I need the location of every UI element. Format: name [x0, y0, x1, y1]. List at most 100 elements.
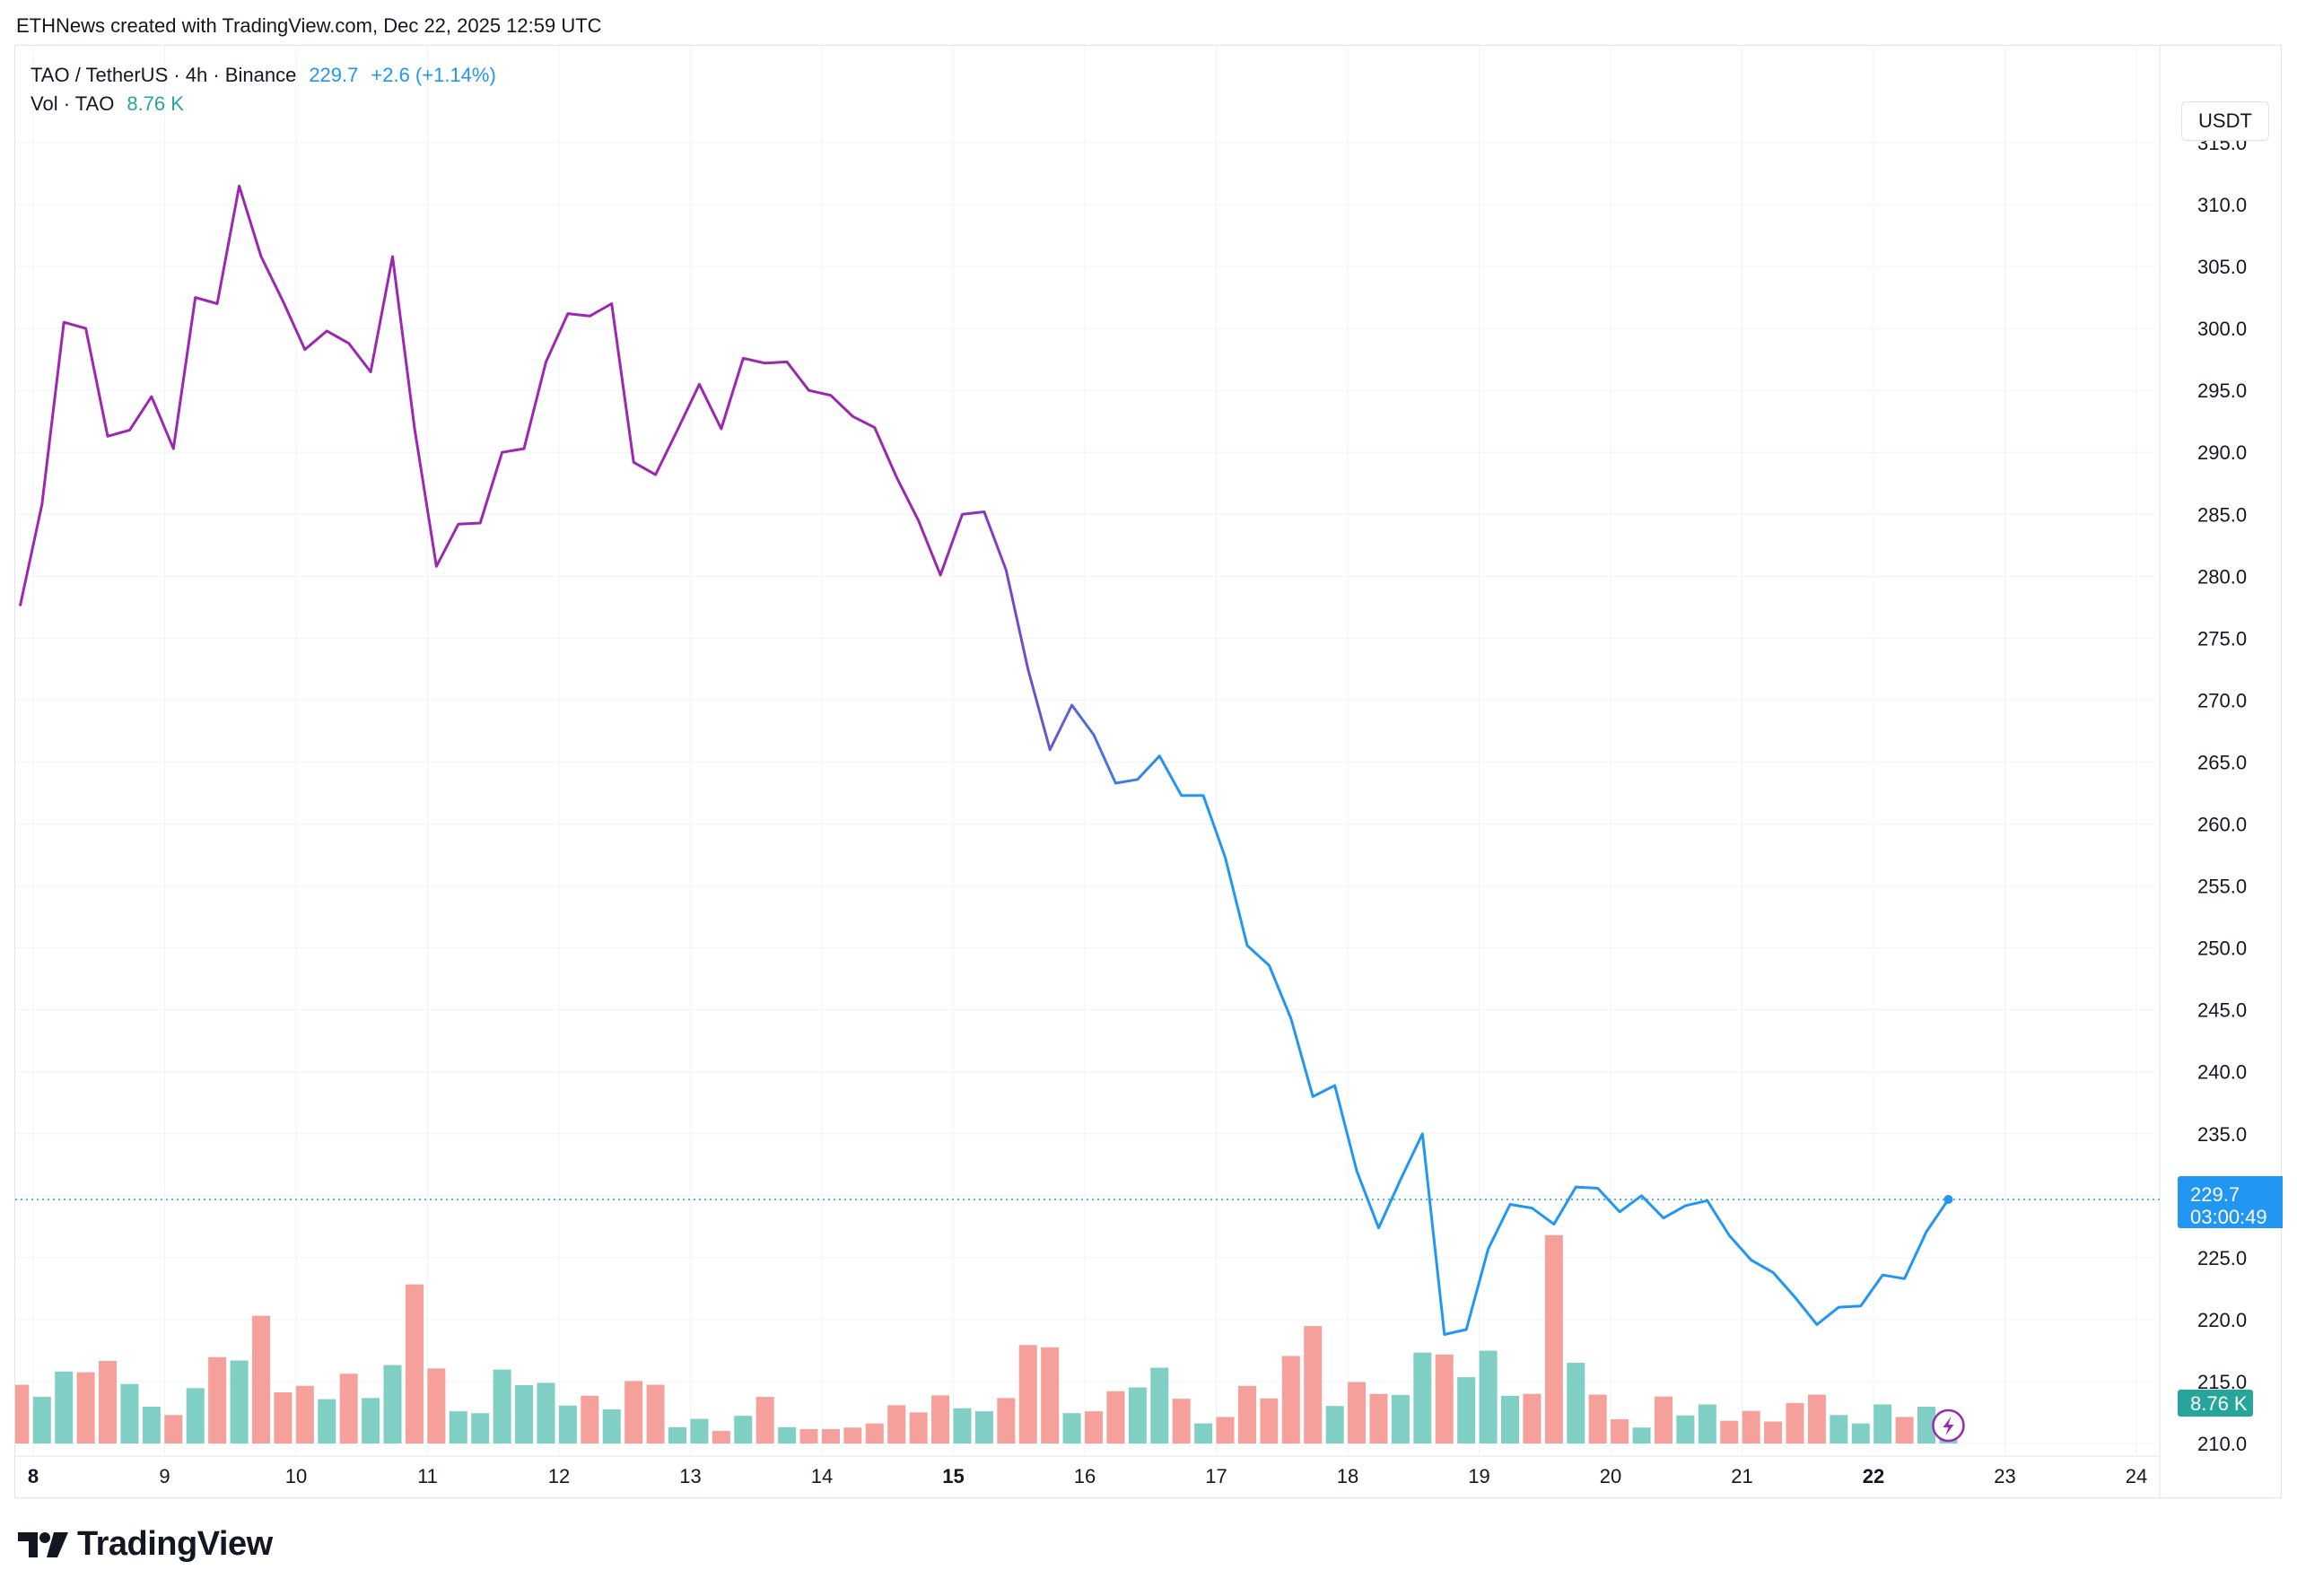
y-tick-label: 225.0 [2197, 1247, 2247, 1269]
volume-bar [295, 1385, 314, 1443]
volume-bar [624, 1381, 643, 1443]
volume-bar [712, 1431, 730, 1443]
volume-bar [339, 1374, 358, 1443]
volume-bar [1435, 1354, 1454, 1443]
volume-bar [164, 1415, 183, 1443]
legend-vol-label[interactable]: Vol · TAO [31, 92, 115, 115]
y-tick-label: 305.0 [2197, 256, 2247, 278]
volume-bar [778, 1426, 797, 1443]
volume-bar [55, 1371, 74, 1443]
y-tick-label: 255.0 [2197, 876, 2247, 898]
x-tick-label: 9 [159, 1465, 170, 1487]
volume-bar [1501, 1395, 1520, 1443]
volume-bar [1544, 1234, 1563, 1443]
x-tick-label: 11 [417, 1465, 438, 1487]
volume-bar [120, 1383, 139, 1443]
x-tick-label: 20 [1600, 1465, 1621, 1487]
volume-bar [1654, 1396, 1673, 1443]
currency-selector-button[interactable]: USDT [2181, 101, 2269, 141]
volume-bar [537, 1382, 555, 1443]
y-tick-label: 250.0 [2197, 938, 2247, 960]
volume-tag-value: 8.76 K [2190, 1392, 2248, 1415]
chart-panel[interactable]: 315.0 310.0 305.0 300.0 295.0 290.0 285.0 280.0… [14, 45, 2283, 1499]
volume-bar [1304, 1326, 1323, 1443]
volume-bar [471, 1413, 490, 1443]
lightning-icon-glyph [1943, 1417, 1954, 1435]
y-axis: 315.0310.0305.0300.0295.0290.0285.0280.0… [2197, 132, 2247, 1455]
y-tick-label: 235.0 [2197, 1123, 2247, 1146]
price-line [18, 184, 1950, 1336]
y-tick-label: 260.0 [2197, 814, 2247, 836]
x-tick-label: 15 [942, 1465, 964, 1487]
y-tick-label: 290.0 [2197, 441, 2247, 464]
volume-bar [1260, 1398, 1279, 1443]
volume-bar [318, 1399, 336, 1443]
price-chart[interactable]: 315.0310.0305.0300.0295.0290.0285.0280.0… [15, 46, 2283, 1499]
x-tick-label: 16 [1074, 1465, 1096, 1487]
volume-bar [99, 1360, 118, 1443]
volume-bar [887, 1405, 906, 1443]
volume-bar [1830, 1415, 1848, 1443]
legend-change: +2.6 (+1.14%) [371, 64, 496, 86]
volume-bar [251, 1315, 270, 1443]
y-tick-label: 280.0 [2197, 565, 2247, 588]
x-tick-label: 18 [1337, 1465, 1358, 1487]
volume-bar [383, 1365, 402, 1443]
volume-bar [230, 1360, 249, 1443]
volume-bar [953, 1408, 972, 1443]
volume-bar [274, 1392, 293, 1443]
volume-bar [449, 1411, 467, 1443]
volume-bar [1786, 1402, 1804, 1443]
volume-bar [1150, 1367, 1169, 1443]
last-price-tag [2178, 1175, 2283, 1228]
volume-bar [799, 1428, 818, 1443]
volume-bar [1676, 1415, 1695, 1443]
volume-bar [1237, 1385, 1256, 1443]
volume-bar [1873, 1404, 1892, 1443]
volume-bar [1391, 1394, 1410, 1443]
volume-bar [974, 1411, 993, 1443]
legend-price: 229.7 [309, 64, 359, 86]
volume-bar [1567, 1363, 1585, 1443]
volume-bar [843, 1427, 862, 1443]
volume-bar [1172, 1399, 1191, 1443]
volume-bar [581, 1395, 599, 1443]
volume-bar [76, 1372, 95, 1443]
volume-bar [1041, 1347, 1060, 1443]
volume-bar [493, 1369, 511, 1443]
last-price-tag-countdown: 03:00:49 [2190, 1206, 2267, 1228]
volume-bar [734, 1416, 753, 1443]
volume-bar [1281, 1356, 1300, 1443]
x-tick-label: 14 [811, 1465, 833, 1487]
y-tick-label: 245.0 [2197, 999, 2247, 1022]
legend-symbol[interactable]: TAO / TetherUS · 4h · Binance [31, 64, 297, 86]
volume-bar [558, 1405, 577, 1443]
volume-tag [2178, 1390, 2253, 1417]
tradingview-logo: TradingView [18, 1525, 273, 1564]
volume-bar [690, 1418, 709, 1443]
volume-bar [142, 1407, 161, 1443]
y-tick-label: 220.0 [2197, 1309, 2247, 1331]
tradingview-wordmark: TradingView [77, 1525, 273, 1563]
last-price-tag-price: 229.7 [2190, 1183, 2240, 1206]
x-tick-label: 22 [1863, 1465, 1884, 1487]
x-tick-label: 24 [2126, 1465, 2147, 1487]
volume-bar [1085, 1411, 1104, 1443]
volume-bar [1128, 1387, 1147, 1443]
x-tick-label: 19 [1468, 1465, 1489, 1487]
attribution-text: ETHNews created with TradingView.com, De… [16, 14, 602, 37]
volume-bar [1018, 1345, 1037, 1443]
volume-bar [1216, 1417, 1235, 1443]
volume-bar [15, 1384, 30, 1443]
legend-vol-value: 8.76 K [127, 92, 184, 115]
volume-bar [1369, 1393, 1388, 1443]
volume-bar [1764, 1421, 1783, 1443]
volume-bar [1807, 1394, 1826, 1443]
x-tick-label: 13 [679, 1465, 701, 1487]
volume-bar [186, 1388, 205, 1443]
volume-bar [1413, 1352, 1432, 1443]
volume-bar [1325, 1406, 1344, 1443]
volume-bar [931, 1395, 950, 1443]
volume-bar [755, 1397, 774, 1443]
y-tick-label: 285.0 [2197, 503, 2247, 526]
